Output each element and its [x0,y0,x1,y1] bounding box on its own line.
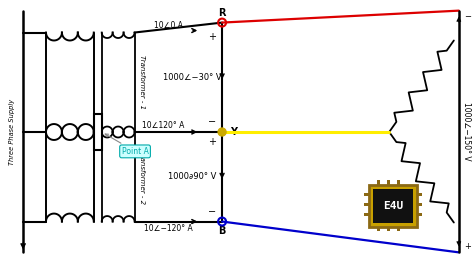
Text: 1000∠−150° V: 1000∠−150° V [462,102,471,161]
Text: 10∠−120° A: 10∠−120° A [144,224,193,233]
Text: R: R [219,8,226,18]
Text: 1000∂90° V: 1000∂90° V [168,172,217,181]
Text: Transformer - 1: Transformer - 1 [139,55,146,109]
Text: Point A: Point A [105,134,148,156]
Bar [94,114,102,150]
Text: +: + [208,137,216,147]
Text: Three Phase Supply: Three Phase Supply [9,98,15,165]
Text: 10∠0 A: 10∠0 A [154,21,183,30]
Bar [374,189,413,223]
Text: −: − [208,117,216,127]
Circle shape [218,128,226,136]
Text: E4U: E4U [383,201,403,211]
Text: Y: Y [230,127,237,137]
Bar [417,203,422,206]
Bar [397,227,400,232]
Text: B: B [219,227,226,236]
Bar [365,203,369,206]
Text: Transformer - 2: Transformer - 2 [139,150,146,204]
Bar [397,180,400,185]
Bar [377,180,380,185]
Text: +: + [208,32,216,42]
Text: +: + [464,242,471,251]
Text: −: − [464,12,471,21]
Text: 1000∠−30° V: 1000∠−30° V [163,73,221,82]
Bar [365,213,369,215]
Bar [387,180,390,185]
Bar [417,193,422,196]
Bar [365,193,369,196]
Bar [417,213,422,215]
Bar [369,185,417,227]
Text: 10∠120° A: 10∠120° A [142,121,184,130]
Bar [387,227,390,232]
Bar [377,227,380,232]
Text: −: − [208,207,216,217]
